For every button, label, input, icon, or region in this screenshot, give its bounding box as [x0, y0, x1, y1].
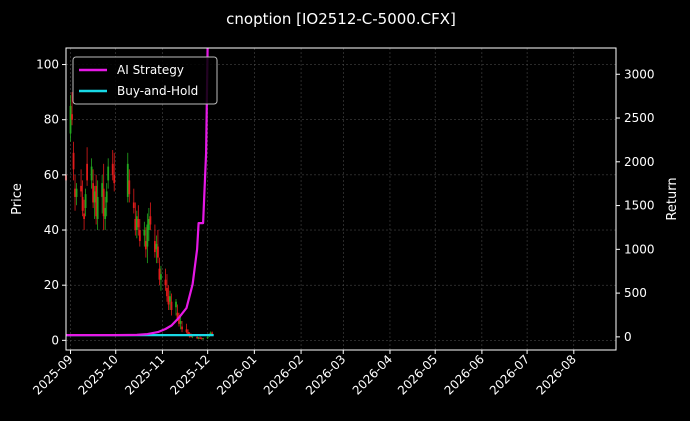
y-right-tick-label: 0 — [624, 330, 632, 344]
price-candle-body — [69, 105, 72, 134]
price-candle-body — [95, 185, 98, 217]
price-candle-body — [149, 216, 152, 225]
legend-box — [72, 56, 218, 105]
y-right-tick-label: 2000 — [624, 155, 655, 169]
price-candle-body — [181, 326, 183, 330]
y-left-tick-label: 40 — [44, 223, 59, 237]
price-candle-body — [92, 183, 95, 203]
price-candle-body — [81, 196, 84, 211]
price-candle-body — [146, 224, 149, 247]
price-candle-body — [132, 202, 135, 208]
price-candle-body — [187, 332, 189, 335]
y-right-tick-label: 1500 — [624, 199, 655, 213]
price-candle-body — [105, 191, 108, 203]
y-left-tick-label: 100 — [36, 58, 59, 72]
price-candle-body — [126, 163, 129, 197]
price-candle-body — [72, 152, 75, 170]
price-candle-body — [167, 296, 170, 305]
y-left-tick-label: 20 — [44, 278, 59, 292]
price-candle-body — [178, 318, 180, 324]
ai-strategy-line — [66, 48, 209, 337]
chart-title: cnoption [IO2512-C-5000.CFX] — [226, 10, 456, 28]
price-candle-body — [84, 194, 87, 208]
price-candle-body — [128, 180, 131, 195]
price-candle-body — [200, 338, 203, 340]
price-candle-body — [155, 243, 158, 250]
legend-label: AI Strategy — [117, 63, 184, 77]
price-candle-body — [147, 218, 150, 231]
price-candle-body — [101, 183, 104, 197]
price-candle-body — [199, 337, 202, 339]
y-left-tick-label: 0 — [51, 333, 59, 347]
price-candle-body — [90, 166, 93, 181]
price-candle-body — [137, 218, 140, 228]
price-candle-body — [135, 216, 138, 231]
price-candle-body — [157, 246, 159, 258]
y-left-tick-label: 80 — [44, 113, 59, 127]
price-candle-body — [170, 301, 173, 311]
price-candle-body — [74, 188, 76, 197]
y-right-tick-label: 2500 — [624, 111, 655, 125]
price-candle-body — [83, 213, 85, 219]
y-right-tick-label: 1000 — [624, 242, 655, 256]
price-candle-body — [107, 166, 110, 181]
price-candle-body — [138, 230, 141, 242]
price-candle-body — [196, 337, 198, 339]
price-candle-body — [96, 196, 99, 219]
price-candle-body — [86, 163, 88, 181]
price-candle-body — [185, 329, 188, 333]
price-candle-body — [169, 296, 171, 302]
y-axis-left-label: Price — [10, 183, 25, 215]
price-candle-body — [206, 337, 209, 339]
price-candle-body — [158, 268, 161, 280]
price-candle-body — [176, 312, 179, 319]
return-lines — [66, 48, 214, 337]
price-candle-body — [93, 191, 96, 203]
price-candle-body — [113, 174, 116, 184]
y-axis-right-label: Return — [665, 177, 680, 220]
plot-frame — [65, 47, 617, 351]
price-candle-body — [75, 188, 78, 197]
price-candles — [65, 92, 214, 340]
price-candle-body — [143, 230, 146, 236]
price-candle-body — [179, 321, 182, 324]
price-candle-body — [111, 163, 114, 175]
price-candle-body — [104, 207, 107, 219]
price-candle-body — [190, 335, 192, 338]
price-candle-body — [144, 241, 147, 250]
y-left-tick-label: 60 — [44, 168, 59, 182]
price-candle-body — [197, 337, 200, 339]
price-candle-body — [160, 274, 162, 280]
y-right-tick-label: 3000 — [624, 67, 655, 81]
price-candle-body — [134, 218, 137, 231]
y-right-tick-label: 500 — [624, 286, 647, 300]
price-candle-body — [164, 279, 167, 286]
price-candle-body — [166, 287, 168, 297]
legend-label: Buy-and-Hold — [117, 84, 198, 98]
price-candle-body — [102, 188, 105, 217]
price-candle-body — [202, 338, 205, 340]
price-candle-body — [80, 185, 82, 192]
price-candle-body — [154, 241, 156, 253]
price-candle-body — [211, 332, 214, 334]
price-candle-body — [71, 114, 73, 120]
legend: AI Strategy Buy-and-Hold — [72, 56, 218, 105]
price-candle-body — [175, 301, 177, 308]
price-candle-body — [209, 332, 212, 335]
